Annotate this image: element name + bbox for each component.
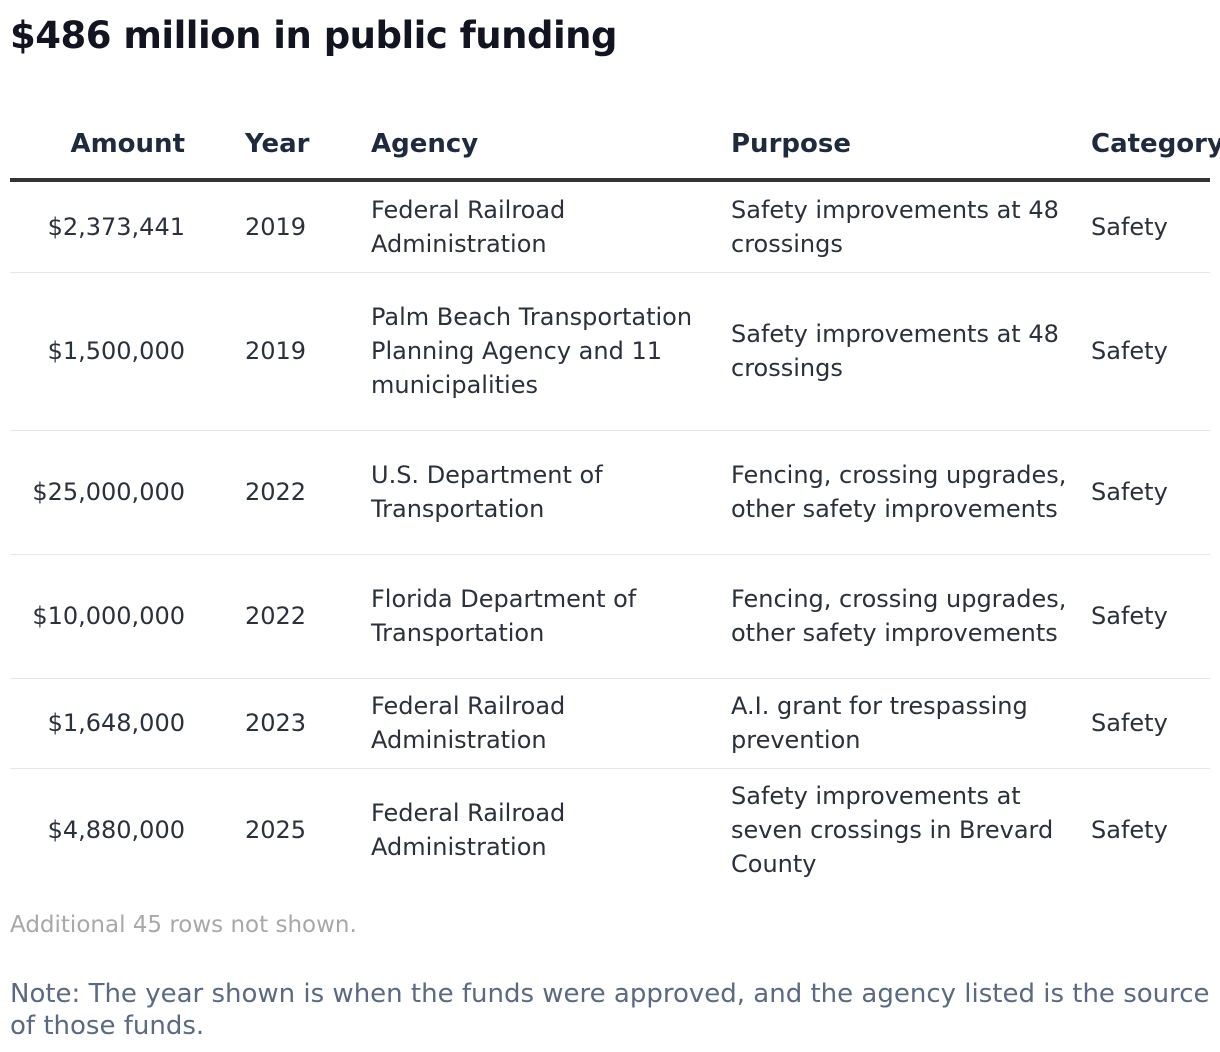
table-header-row: Amount Year Agency Purpose Category xyxy=(10,110,1220,182)
funding-table: Amount Year Agency Purpose Category $2,3… xyxy=(10,110,1220,892)
cell-agency: Palm Beach Transportation Planning Agenc… xyxy=(371,272,731,431)
table-row: $1,648,000 2023 Federal Railroad Adminis… xyxy=(10,678,1210,769)
cell-agency: Federal Railroad Administration xyxy=(371,799,566,862)
cell-year: 2022 xyxy=(215,430,371,555)
column-header-year: Year xyxy=(215,110,371,182)
cell-category: Safety xyxy=(1091,554,1210,679)
table-row: $2,373,441 2019 Federal Railroad Adminis… xyxy=(10,180,1210,273)
cell-year: 2019 xyxy=(215,180,371,273)
cell-year: 2022 xyxy=(215,554,371,679)
table-row: $1,500,000 2019 Palm Beach Transportatio… xyxy=(10,272,1210,431)
table-row: $10,000,000 2022 Florida Department of T… xyxy=(10,554,1210,679)
column-header-category: Category xyxy=(1091,110,1220,182)
footnote: Note: The year shown is when the funds w… xyxy=(10,979,1210,1041)
cell-amount: $10,000,000 xyxy=(10,554,215,679)
cell-year: 2019 xyxy=(215,272,371,431)
cell-agency: Federal Railroad Administration xyxy=(371,180,731,273)
cell-agency: Florida Department of Transportation xyxy=(371,554,731,679)
table-row: $4,880,000 2025 Federal Railroad Adminis… xyxy=(10,768,1210,892)
cell-purpose: A.I. grant for trespassing prevention xyxy=(731,678,1091,769)
cell-agency: U.S. Department of Transportation xyxy=(371,430,731,555)
cell-amount: $1,648,000 xyxy=(10,678,215,769)
cell-category: Safety xyxy=(1091,678,1210,769)
more-rows-notice: Additional 45 rows not shown. xyxy=(10,912,357,938)
table-row: $25,000,000 2022 U.S. Department of Tran… xyxy=(10,430,1210,555)
cell-amount: $1,500,000 xyxy=(10,272,215,431)
cell-category: Safety xyxy=(1091,430,1210,555)
cell-agency: Federal Railroad Administration xyxy=(371,678,731,769)
cell-purpose: Safety improvements at 48 crossings xyxy=(731,272,1091,431)
cell-category: Safety xyxy=(1091,180,1210,273)
column-header-amount: Amount xyxy=(10,110,215,182)
column-header-agency: Agency xyxy=(371,110,731,182)
page-title: $486 million in public funding xyxy=(10,14,617,57)
cell-amount: $2,373,441 xyxy=(10,180,215,273)
cell-purpose: Safety improvements at 48 crossings xyxy=(731,180,1091,273)
cell-year: 2025 xyxy=(245,816,307,845)
cell-category: Safety xyxy=(1091,816,1168,845)
column-header-purpose: Purpose xyxy=(731,110,1091,182)
cell-year: 2023 xyxy=(215,678,371,769)
cell-purpose: Safety improvements at seven crossings i… xyxy=(731,782,1054,879)
cell-purpose: Fencing, crossing upgrades, other safety… xyxy=(731,430,1091,555)
cell-purpose: Fencing, crossing upgrades, other safety… xyxy=(731,554,1091,679)
cell-amount: $25,000,000 xyxy=(10,430,215,555)
cell-amount: $4,880,000 xyxy=(47,816,185,845)
cell-category: Safety xyxy=(1091,272,1210,431)
